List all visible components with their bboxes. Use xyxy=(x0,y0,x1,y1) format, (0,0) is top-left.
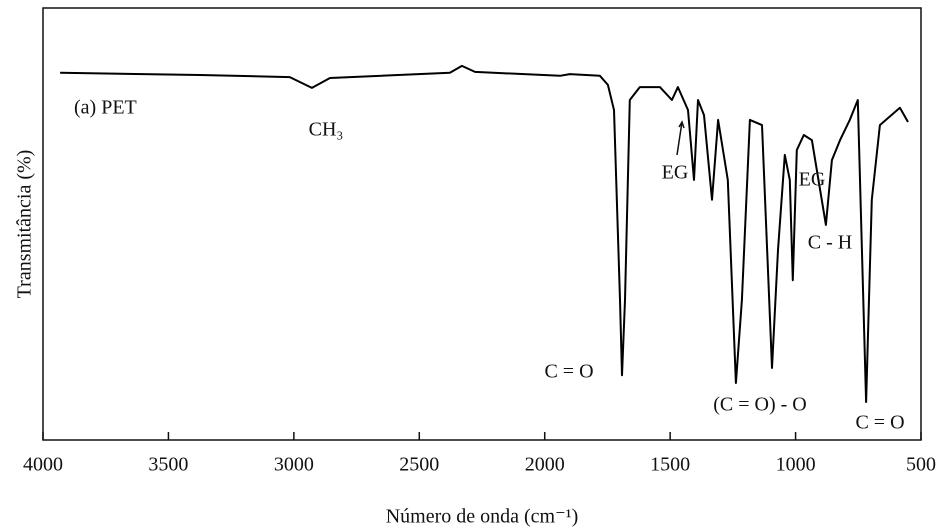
x-axis-label: Número de onda (cm⁻¹) xyxy=(386,506,579,528)
x-tick-label: 3000 xyxy=(274,454,314,476)
annotation: (C = O) - O xyxy=(713,394,807,416)
series-label: (a) PET xyxy=(74,97,137,119)
annotation: EG xyxy=(662,162,689,184)
plot-frame xyxy=(42,7,922,441)
annotation: C = O xyxy=(544,361,593,383)
x-tick-label: 2000 xyxy=(525,454,565,476)
spectrum-line xyxy=(60,64,909,403)
arrow xyxy=(676,120,685,156)
x-tick-label: 1000 xyxy=(776,454,816,476)
annotation: C = O xyxy=(855,412,904,434)
annotation: EG xyxy=(799,169,826,191)
x-tick-label: 2500 xyxy=(399,454,439,476)
x-tick-label: 1500 xyxy=(650,454,690,476)
annotation: CH₃ xyxy=(309,119,344,141)
x-tick-label: 4000 xyxy=(23,454,63,476)
y-axis-label: Transmitância (%) xyxy=(14,150,36,299)
x-tick-label: 500 xyxy=(906,454,936,476)
x-tick-label: 3500 xyxy=(148,454,188,476)
annotation: C - H xyxy=(808,232,852,254)
